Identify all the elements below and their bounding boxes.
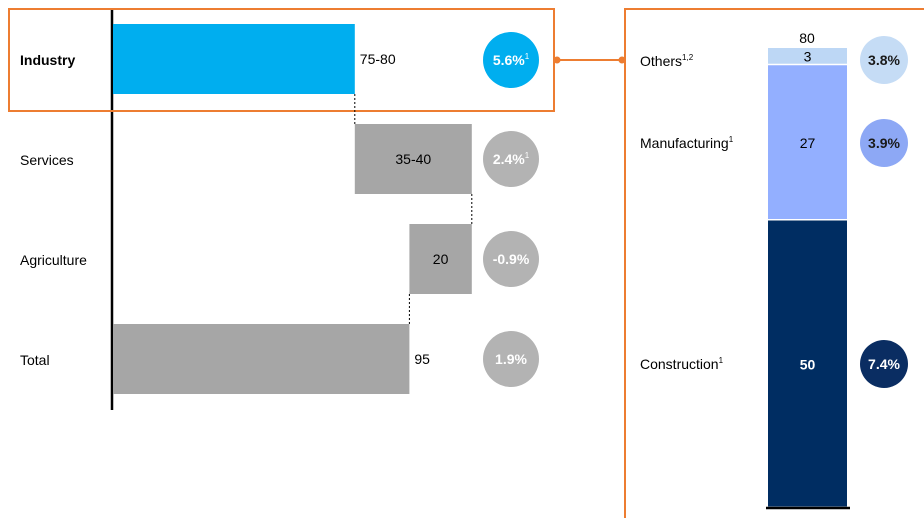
value-label-services: 35-40 bbox=[395, 151, 431, 167]
stack-segment-construction bbox=[768, 220, 847, 507]
growth-bubble-agriculture bbox=[483, 231, 539, 287]
growth-bubble-construction bbox=[860, 340, 908, 388]
segment-name-manufacturing: Manufacturing1 bbox=[640, 135, 734, 151]
growth-rate-agriculture: -0.9% bbox=[493, 251, 530, 267]
growth-bubble-others bbox=[860, 36, 908, 84]
waterfall-bar-industry bbox=[113, 24, 355, 94]
waterfall-bar-services bbox=[354, 124, 472, 194]
growth-bubble-industry bbox=[483, 32, 539, 88]
growth-rate-construction: 7.4% bbox=[868, 356, 900, 372]
growth-rate-others: 3.8% bbox=[868, 52, 900, 68]
waterfall-bar-agriculture bbox=[409, 224, 472, 294]
segment-name-construction: Construction1 bbox=[640, 356, 724, 372]
growth-rate-services: 2.4%1 bbox=[493, 151, 530, 167]
industry-breakdown-panel: 80 50 27 3 Construction1 Manufacturing1 … bbox=[624, 8, 924, 518]
growth-rate-manufacturing: 3.9% bbox=[868, 135, 900, 151]
stack-segment-others bbox=[768, 48, 847, 64]
growth-bubble-total bbox=[483, 331, 539, 387]
segment-name-others: Others1,2 bbox=[640, 53, 694, 69]
waterfall-bar-total bbox=[113, 324, 410, 394]
value-label-agriculture: 20 bbox=[433, 251, 449, 267]
stack-segment-manufacturing bbox=[768, 65, 847, 219]
waterfall-chart: Industry Services Agriculture Total 75-8… bbox=[8, 8, 555, 410]
segment-value-manufacturing: 27 bbox=[800, 135, 816, 151]
segment-value-construction: 50 bbox=[800, 356, 816, 372]
growth-rate-industry: 5.6%1 bbox=[493, 52, 530, 68]
breakdown-callout-frame bbox=[624, 8, 924, 518]
callout-connector bbox=[553, 56, 626, 64]
segment-value-others: 3 bbox=[804, 49, 812, 65]
growth-bubble-manufacturing bbox=[860, 119, 908, 167]
category-label-total: Total bbox=[20, 352, 50, 368]
category-label-services: Services bbox=[20, 152, 74, 168]
growth-bubble-services bbox=[483, 131, 539, 187]
value-label-industry: 75-80 bbox=[360, 51, 396, 67]
category-label-industry: Industry bbox=[20, 52, 75, 68]
value-label-total: 95 bbox=[414, 351, 430, 367]
category-label-agriculture: Agriculture bbox=[20, 252, 87, 268]
growth-rate-total: 1.9% bbox=[495, 351, 527, 367]
stack-total-label: 80 bbox=[799, 30, 815, 46]
